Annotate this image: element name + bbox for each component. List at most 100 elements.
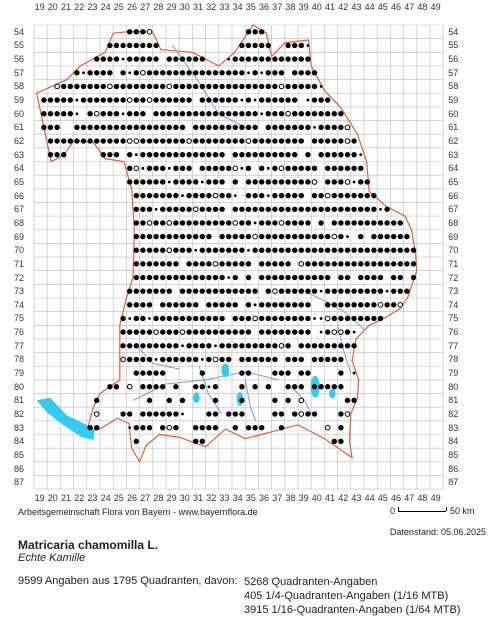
occurrence-dot (272, 220, 278, 226)
occurrence-dot (153, 411, 159, 417)
occurrence-dot (100, 138, 107, 144)
y-axis-label-right: 62 (448, 136, 459, 147)
y-axis-label-right: 77 (448, 340, 459, 351)
occurrence-dot (311, 261, 318, 267)
y-axis-label-right: 58 (448, 81, 459, 92)
occurrence-open-dot (120, 356, 126, 363)
occurrence-dot (245, 165, 252, 172)
occurrence-dot (166, 206, 172, 212)
occurrence-dot (318, 247, 324, 253)
summary-count: 9599 Angaben aus 1795 Quadranten, davon: (18, 575, 238, 587)
x-axis-label-bottom: 34 (232, 493, 243, 504)
occurrence-dot (338, 247, 344, 253)
occurrence-dot (186, 70, 192, 76)
occurrence-dot (265, 261, 271, 267)
occurrence-dot (318, 261, 324, 267)
occurrence-dot (206, 233, 212, 240)
occurrence-dot (153, 111, 159, 117)
occurrence-dot (173, 206, 179, 212)
occurrence-dot (193, 179, 199, 185)
y-axis-label-left: 67 (14, 204, 25, 215)
occurrence-dot (272, 56, 278, 62)
occurrence-dot (186, 261, 192, 267)
occurrence-dot (219, 356, 225, 363)
occurrence-dot (140, 370, 146, 376)
occurrence-dot (351, 247, 357, 253)
y-axis-label-right: 64 (448, 163, 459, 174)
occurrence-dot (173, 165, 179, 172)
occurrence-dot (173, 56, 179, 62)
occurrence-dot (259, 261, 265, 267)
occurrence-dot (179, 56, 186, 62)
occurrence-dot (127, 288, 133, 294)
occurrence-dot (133, 370, 139, 376)
occurrence-dot (292, 302, 298, 308)
x-axis-label-top: 44 (364, 2, 375, 12)
occurrence-dot (278, 370, 285, 376)
occurrence-dot (173, 83, 179, 90)
occurrence-dot (245, 261, 252, 267)
occurrence-dot (127, 111, 133, 117)
occurrence-dot (232, 97, 238, 103)
occurrence-dot (252, 247, 258, 253)
occurrence-dot (160, 97, 166, 103)
occurrence-dot (305, 233, 311, 240)
occurrence-dot (160, 329, 166, 335)
occurrence-dot (212, 247, 219, 253)
occurrence-dot (219, 343, 225, 349)
occurrence-dot (232, 83, 238, 90)
occurrence-open-dot (324, 315, 331, 322)
occurrence-dot (325, 247, 331, 253)
occurrence-dot (298, 274, 304, 281)
occurrence-dot (265, 343, 271, 349)
occurrence-dot (272, 343, 278, 349)
occurrence-dot (305, 83, 311, 90)
scale-distance: 50 km (450, 506, 475, 516)
occurrence-dot (278, 192, 285, 199)
occurrence-open-dot (232, 165, 239, 172)
occurrence-dot (325, 97, 331, 103)
occurrence-dot (311, 411, 318, 417)
occurrence-dot (186, 233, 192, 240)
occurrence-dot (252, 151, 258, 158)
y-axis-label-right: 87 (448, 477, 459, 488)
occurrence-dot (107, 384, 113, 390)
x-axis-label-bottom: 30 (179, 493, 190, 504)
occurrence-dot (384, 220, 390, 226)
occurrence-dot (219, 315, 225, 322)
occurrence-dot (404, 247, 410, 253)
occurrence-dot (305, 151, 311, 158)
occurrence-dot (325, 356, 331, 363)
occurrence-dot (305, 411, 311, 417)
occurrence-dot (364, 274, 370, 281)
scale-bar: 0 50 km (388, 504, 488, 520)
occurrence-dot (371, 302, 377, 308)
occurrence-dot (146, 151, 153, 158)
occurrence-dot (41, 111, 47, 117)
occurrence-dot (219, 192, 225, 199)
occurrence-dot (232, 411, 238, 417)
occurrence-dot (160, 384, 166, 390)
occurrence-dot (186, 247, 192, 253)
occurrence-dot (80, 83, 87, 90)
occurrence-dot (351, 302, 357, 308)
state-border (35, 24, 418, 464)
occurrence-dot (292, 165, 298, 172)
occurrence-dot (252, 206, 258, 212)
occurrence-open-dot (54, 83, 60, 90)
occurrence-open-dot (344, 138, 351, 144)
y-axis-label-left: 83 (14, 422, 25, 433)
y-axis-label-left: 64 (14, 163, 25, 174)
y-axis-label-right: 70 (448, 245, 459, 256)
breakdown-quadrant: 5268 Quadranten-Angaben (244, 576, 378, 588)
occurrence-small-dot (82, 71, 85, 75)
occurrence-dot (311, 384, 318, 390)
occurrence-dot (173, 111, 179, 117)
occurrence-dot (160, 424, 166, 431)
occurrence-dot (179, 220, 186, 226)
occurrence-dot (239, 247, 245, 253)
occurrence-dot (166, 397, 172, 404)
occurrence-dot (232, 288, 238, 294)
occurrence-dot (311, 343, 318, 349)
occurrence-dot (391, 274, 397, 281)
